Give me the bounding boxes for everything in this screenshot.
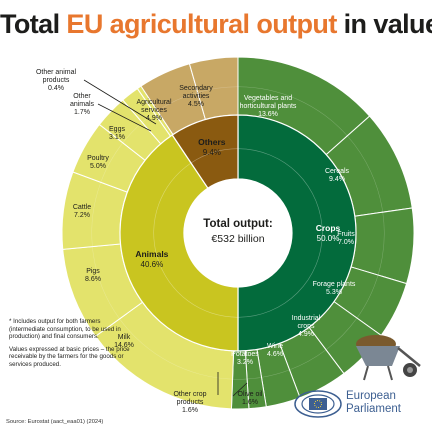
outer-ring-divider-olive-oil <box>247 377 262 380</box>
outer-ring-divider-other-animals <box>142 112 155 123</box>
outer-label-potatoes: Potatoes <box>231 351 259 358</box>
outer-label-other-animals-line2: animals <box>70 101 95 108</box>
outer-label-pigs: Pigs <box>86 268 100 275</box>
inner-label-animals: Animals <box>135 249 168 259</box>
outer-label-industrial-crops-line2: crops <box>297 323 315 330</box>
outer-label-agricultural-services-line2: services <box>141 107 167 114</box>
inner-value-others: 9.4% <box>203 148 221 157</box>
inner-label-others: Others <box>198 137 226 147</box>
outer-value-potatoes: 3.2% <box>237 359 253 366</box>
outer-label-agricultural-services: Agricultural <box>136 99 171 106</box>
title-part1: Total <box>0 9 67 39</box>
page-title: Total EU agricultural output in value* <box>0 9 432 40</box>
outer-label-other-animal-products-line2: products <box>43 77 70 84</box>
outer-label-secondary-activities-line2: activities <box>183 93 210 100</box>
outer-label-other-crop-products: Other crop <box>173 391 206 398</box>
outer-value-other-animals: 1.7% <box>74 109 90 116</box>
outer-label-vegetables-and-horticultural-plants-line2: horticultural plants <box>240 103 297 110</box>
inner-value-crops: 50.0% <box>317 234 340 243</box>
outer-label-cattle: Cattle <box>73 204 91 211</box>
outer-value-fruits: 7.0% <box>338 239 354 246</box>
outer-value-cattle: 7.2% <box>74 212 90 219</box>
logo-line2: Parliament <box>346 403 401 415</box>
outer-ring <box>61 56 415 410</box>
outer-ring-divider-potatoes <box>261 369 290 378</box>
outer-ring-divider-other-crop-products <box>232 378 248 380</box>
outer-label-wine: Wine <box>267 343 283 350</box>
center-value: €532 billion <box>211 233 264 245</box>
leader-other-animals <box>97 103 152 132</box>
leader-lines <box>83 79 248 397</box>
outer-value-other-crop-products: 1.6% <box>182 407 198 414</box>
segment-labels: Crops50.0%Animals40.6%Others9.4%Vegetabl… <box>36 69 356 414</box>
outer-label-olive-oil: Olive oil <box>238 391 263 398</box>
outer-value-milk: 14.6% <box>114 342 134 349</box>
outer-label-poultry: Poultry <box>87 155 109 162</box>
outer-label-forage-plants: Forage plants <box>313 281 356 288</box>
logo-line1: European <box>346 390 396 402</box>
inner-ring <box>119 114 357 352</box>
outer-value-olive-oil: 1.6% <box>242 399 258 406</box>
european-parliament-logo <box>294 390 342 418</box>
european-parliament-wordmark: European Parliament <box>346 390 401 416</box>
outer-value-other-animal-products: 0.4% <box>48 85 64 92</box>
outer-value-pigs: 8.6% <box>85 276 101 283</box>
outer-label-other-animals: Other <box>73 93 91 100</box>
title-highlight: EU agricultural output <box>66 9 337 39</box>
footnote-line2: Values expressed at basic prices – the p… <box>9 345 130 368</box>
outer-label-cereals: Cereals <box>325 168 350 175</box>
outer-value-secondary-activities: 4.5% <box>188 101 204 108</box>
footnote: * Includes output for both farmers (inte… <box>9 318 137 374</box>
outer-value-vegetables-and-horticultural-plants: 13.6% <box>258 111 278 118</box>
outer-ring-divider-fruits <box>377 212 385 276</box>
outer-ring-divider-other-animal-products <box>154 110 158 114</box>
outer-value-poultry: 5.0% <box>90 163 106 170</box>
footnote-line1: * Includes output for both farmers (inte… <box>9 318 121 341</box>
leader-other-animal-products <box>83 79 157 125</box>
outer-value-agricultural-services: 4.9% <box>146 115 162 122</box>
outer-value-eggs: 3.1% <box>109 134 125 141</box>
outer-label-vegetables-and-horticultural-plants: Vegetables and <box>244 95 292 102</box>
outer-value-industrial-crops: 4.9% <box>298 331 314 338</box>
leader-olive-oil <box>232 382 248 397</box>
outer-label-milk: Milk <box>118 334 131 341</box>
center-label: Total output: <box>203 218 272 230</box>
outer-value-cereals: 9.4% <box>329 176 345 183</box>
outer-value-wine: 4.6% <box>267 351 283 358</box>
title-part2: in value* <box>343 9 432 39</box>
outer-label-fruits: Fruits <box>337 231 355 238</box>
outer-label-eggs: Eggs <box>109 126 125 133</box>
center-hole <box>184 179 292 287</box>
source-note: Source: Eurostat (aact_eaa01) (2024) <box>6 419 104 425</box>
inner-value-animals: 40.6% <box>141 260 164 269</box>
outer-label-industrial-crops: Industrial <box>292 315 321 322</box>
outer-value-forage-plants: 5.3% <box>326 289 342 296</box>
inner-label-crops: Crops <box>316 223 341 233</box>
outer-label-other-animal-products: Other animal <box>36 69 77 76</box>
outer-label-secondary-activities: Secondary <box>179 85 213 92</box>
outer-label-other-crop-products-line2: products <box>177 399 204 406</box>
wheelbarrow-icon <box>356 335 421 381</box>
outer-ring-divider-eggs <box>122 122 143 143</box>
